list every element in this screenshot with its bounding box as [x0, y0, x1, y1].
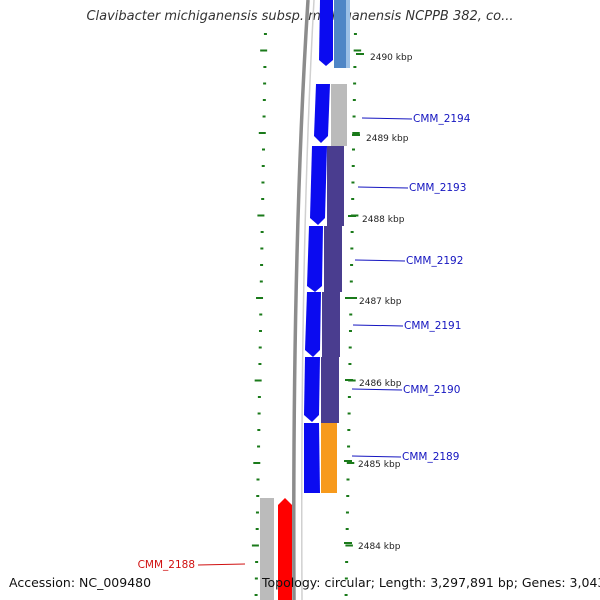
gene-leader-line: [361, 117, 413, 120]
gene-leader-line: [354, 259, 406, 262]
gene-block-top-light-edge: [346, 0, 350, 68]
right-tick-ruler: [344, 33, 362, 596]
left-tick-ruler: [251, 33, 268, 596]
gene-label[interactable]: CMM_2188: [138, 559, 195, 571]
position-label: 2489 kbp: [366, 134, 409, 144]
gene-track-right: [304, 0, 350, 493]
gene-labels: CMM_2194 CMM_2193 CMM_2192 CMM_2191 CMM_2190…: [138, 113, 471, 571]
gene-arrow-top[interactable]: [319, 0, 333, 66]
position-label: 2484 kbp: [358, 542, 401, 552]
gene-label[interactable]: CMM_2189: [402, 451, 459, 463]
gene-arrow-cmm-2190[interactable]: [304, 357, 320, 422]
gene-block-cmm-2189[interactable]: [321, 423, 337, 493]
accession-text: Accession: NC_009480: [9, 575, 152, 590]
gene-track-left: [260, 498, 292, 600]
gene-arrow-cmm-2191[interactable]: [305, 292, 321, 357]
summary-text: Topology: circular; Length: 3,297,891 bp…: [262, 575, 600, 590]
gene-arrow-cmm-2192[interactable]: [307, 226, 323, 292]
position-label: 2488 kbp: [362, 215, 405, 225]
gene-block-cmm-2193[interactable]: [327, 146, 344, 226]
gene-label[interactable]: CMM_2192: [406, 255, 463, 267]
gene-arrow-cmm-2193[interactable]: [310, 146, 327, 225]
backbone-arc-inner: [292, 0, 310, 600]
gene-label[interactable]: CMM_2190: [403, 384, 460, 396]
gene-block-cmm-2192[interactable]: [324, 226, 342, 292]
gene-leader-line: [352, 324, 404, 327]
gene-arrow-cmm-2189[interactable]: [304, 423, 320, 493]
gene-leader-line: [351, 455, 402, 458]
gene-arrow-cmm-2188[interactable]: [278, 498, 292, 600]
position-label: 2486 kbp: [359, 379, 402, 389]
gene-block-cmm-2188-gray[interactable]: [260, 498, 274, 600]
gene-block-cmm-2194[interactable]: [331, 84, 347, 146]
position-label: 2487 kbp: [359, 297, 402, 307]
position-label: 2485 kbp: [358, 460, 401, 470]
gene-leader-line: [357, 186, 409, 189]
gene-label[interactable]: CMM_2194: [413, 113, 471, 125]
position-labels: 2490 kbp 2489 kbp 2488 kbp 2487 kbp 2486 kbp…: [344, 53, 413, 552]
backbone-arc-outer: [301, 0, 315, 600]
gene-label[interactable]: CMM_2191: [404, 320, 461, 332]
gene-leader-line: [197, 563, 246, 566]
gene-label[interactable]: CMM_2193: [409, 182, 466, 194]
position-label: 2490 kbp: [370, 53, 413, 63]
gene-arrow-cmm-2194[interactable]: [314, 84, 330, 143]
gene-block-cmm-2191[interactable]: [322, 292, 340, 357]
gene-block-cmm-2190[interactable]: [321, 357, 339, 423]
map-title: Clavibacter michiganensis subsp. michiga…: [86, 9, 514, 24]
gene-leader-line: [351, 388, 403, 391]
